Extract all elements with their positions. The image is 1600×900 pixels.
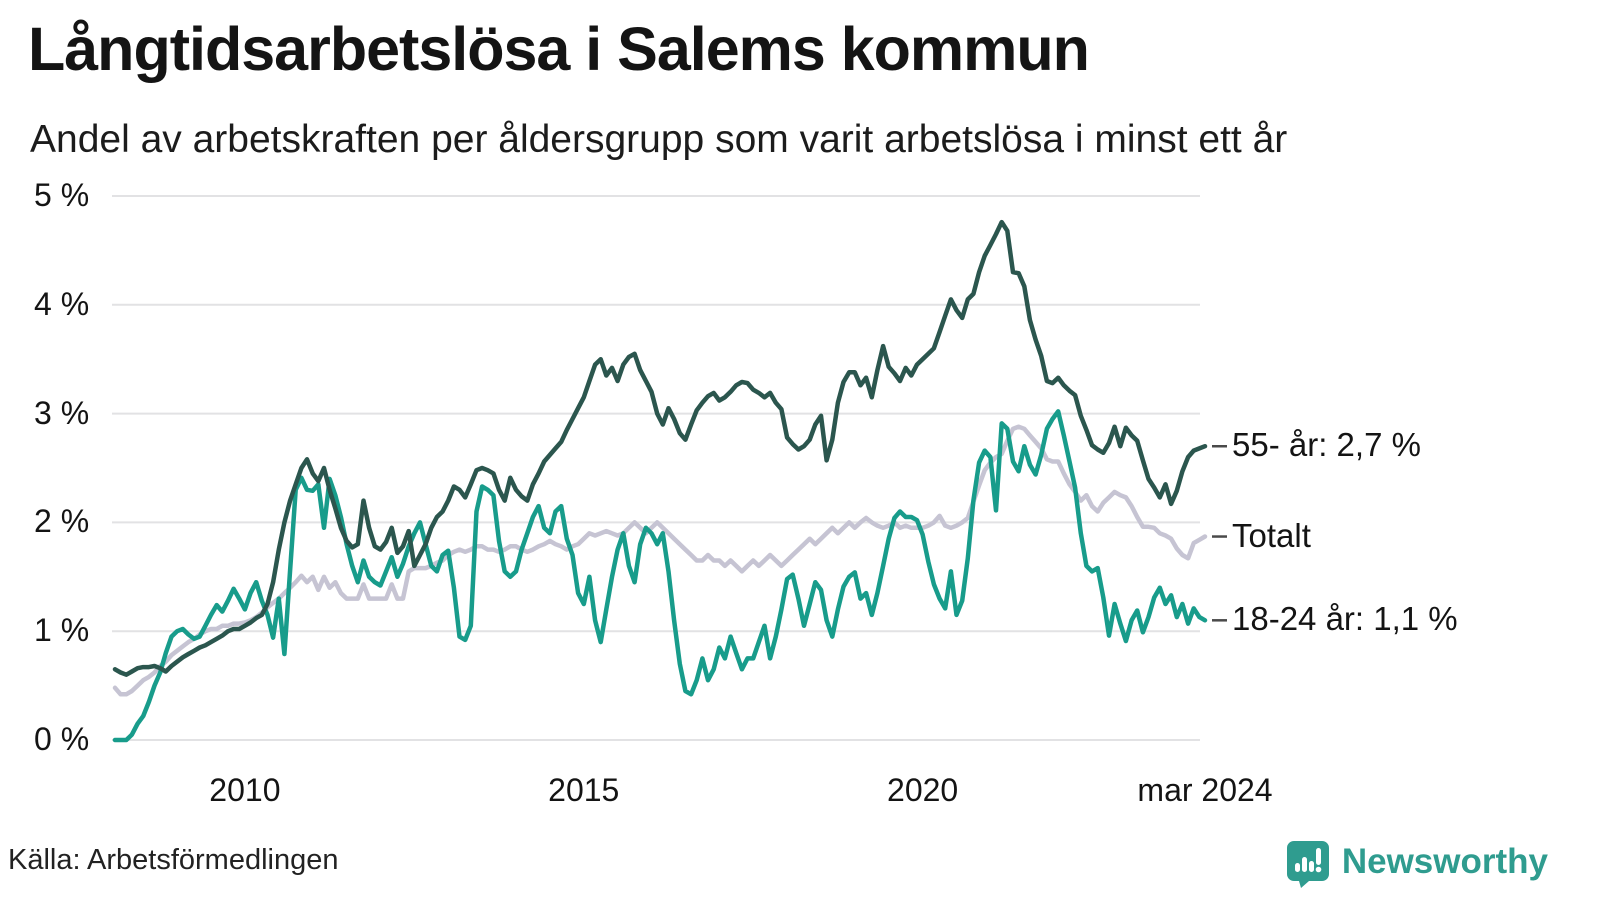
newsworthy-brand: Newsworthy — [1286, 840, 1548, 888]
y-axis-tick-label: 2 % — [34, 503, 90, 540]
x-axis-tick-label: 2010 — [209, 772, 281, 808]
x-axis-tick-label: 2020 — [887, 772, 959, 808]
page-title: Långtidsarbetslösa i Salems kommun — [28, 15, 1090, 83]
series-line-totalt — [112, 424, 1208, 697]
source-note: Källa: Arbetsförmedlingen — [8, 844, 339, 876]
brand-wordmark: Newsworthy — [1341, 842, 1548, 881]
y-axis-tick-label: 3 % — [34, 394, 90, 431]
series-line-55-r — [112, 219, 1208, 677]
y-axis-tick-label: 0 % — [34, 721, 90, 757]
x-axis-tick-label: mar 2024 — [1137, 772, 1273, 808]
newsworthy-logo-icon — [1286, 840, 1330, 888]
series-end-label-18-24: 18-24 år: 1,1 % — [1232, 600, 1458, 638]
series-line-18-24-r — [112, 409, 1208, 743]
series-end-label-totalt: Totalt — [1232, 516, 1311, 554]
y-axis-tick-label: 4 % — [34, 285, 90, 322]
chart-subtitle: Andel av arbetskraften per åldersgrupp s… — [30, 118, 1288, 161]
x-axis-tick-label: 2015 — [548, 772, 620, 808]
y-axis-tick-label: 5 % — [34, 177, 90, 213]
y-axis-tick-label: 1 % — [34, 612, 90, 649]
series-end-label-55: 55- år: 2,7 % — [1232, 426, 1421, 464]
